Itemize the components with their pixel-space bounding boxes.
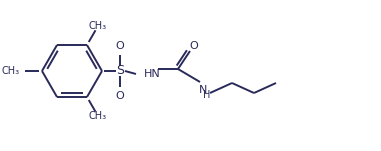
Text: O: O <box>115 91 124 101</box>
Text: HN: HN <box>144 69 161 79</box>
Text: N: N <box>199 85 207 95</box>
Text: O: O <box>190 41 199 51</box>
Text: CH₃: CH₃ <box>88 21 107 31</box>
Text: CH₃: CH₃ <box>88 111 107 121</box>
Text: H: H <box>203 90 211 100</box>
Text: O: O <box>115 41 124 51</box>
Text: S: S <box>116 64 124 77</box>
Text: CH₃: CH₃ <box>2 66 20 76</box>
